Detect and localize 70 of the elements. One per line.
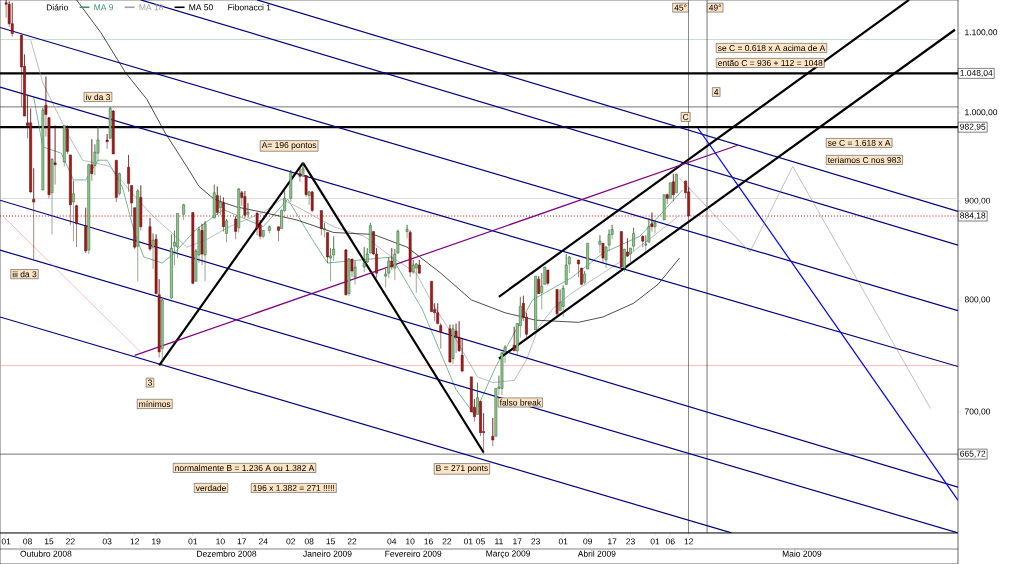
x2-tick-label: Abril 2009 (577, 550, 616, 557)
x-tick-label: 17 (608, 538, 617, 545)
annotation: 3 (147, 379, 152, 386)
x2-tick-label: Maio 2009 (782, 550, 822, 557)
x2-tick-label: Outubro 2008 (20, 550, 72, 557)
x-tick-label: 22 (442, 538, 452, 545)
annotation: mínimos (139, 400, 171, 408)
x-tick-label: 19 (152, 538, 161, 545)
y-tick-label: 1.000,00 (965, 109, 998, 117)
ref-line-label: 982,95 (960, 123, 986, 131)
ref-line-label: 884,18 (960, 212, 986, 220)
chart-title: Diário (46, 4, 68, 11)
x-tick-label: 15 (326, 538, 335, 545)
x-tick-label: 01 (650, 538, 660, 545)
legend-label: MA 50 (189, 4, 213, 11)
legend-label: MA 9 (94, 4, 114, 11)
x2-tick-label: Março 2009 (486, 550, 531, 559)
x-tick-label: 10 (406, 538, 415, 545)
x-tick-label: 12 (130, 538, 139, 545)
x-tick-label: 01 (463, 538, 473, 545)
x-tick-label: 16 (424, 538, 433, 545)
x-tick-label: 09 (583, 538, 592, 545)
annotation: verdade (195, 484, 226, 492)
annotation: 4 (714, 89, 719, 95)
x-tick-label: 08 (23, 538, 32, 545)
y-tick-label: 800,00 (964, 296, 991, 304)
x-tick-label: 12 (684, 538, 693, 545)
ref-line-label: 49° (708, 4, 722, 11)
annotation: Fibonacci 1 (228, 4, 271, 11)
ref-line-label: 45° (674, 4, 687, 11)
x-tick-label: 05 (476, 538, 485, 545)
x-tick-label: 06 (665, 538, 675, 545)
annotation: se C = 1.618 x A (827, 139, 891, 146)
x-tick-label: 24 (258, 538, 268, 545)
annotation: 196 x 1.382 = 271 !!!!! (253, 484, 335, 491)
legend-label: MA 18 (139, 4, 163, 11)
ref-line-label: 1.048,04 (960, 69, 993, 77)
x-tick-label: 01 (188, 538, 198, 545)
x-tick-label: 01 (1, 538, 11, 545)
y-tick-label: 900,00 (964, 197, 991, 205)
annotation: falso break (499, 399, 542, 406)
x-tick-label: 08 (304, 538, 314, 545)
y-tick-label: 1.100,00 (965, 29, 998, 37)
x-tick-label: 17 (513, 538, 522, 545)
x-tick-label: 15 (44, 538, 54, 545)
annotation: teriamos C nos 983 (827, 156, 901, 164)
annotation: A= 196 pontos (261, 142, 317, 150)
x-tick-label: 17 (237, 538, 247, 545)
x2-tick-label: Janeiro 2009 (303, 550, 352, 557)
x-tick-label: 04 (387, 538, 397, 545)
annotation: se C = 0.618 x A acima de A (717, 44, 826, 52)
x-tick-label: 03 (102, 538, 112, 545)
annotation: então C = 936 + 112 = 1048 (718, 59, 823, 66)
x-tick-label: 10 (216, 538, 225, 545)
annotation: C (682, 113, 689, 120)
x2-tick-label: Dezembro 2008 (197, 550, 257, 557)
x-tick-label: 11 (495, 538, 503, 545)
x-tick-label: 23 (626, 538, 635, 545)
annotation: iii da 3 (12, 271, 37, 278)
annotation: B = 271 ponts (436, 465, 488, 473)
x-tick-label: 22 (347, 538, 357, 545)
annotation: iv da 3 (86, 93, 111, 101)
x-tick-label: 22 (66, 538, 75, 545)
annotation: normalmente B = 1.236 A ou 1.382 A (175, 464, 315, 471)
y-tick-label: 700,00 (964, 408, 991, 416)
x-tick-label: 01 (558, 538, 568, 545)
ref-line-label: 665,72 (960, 450, 986, 458)
x-tick-label: 23 (531, 538, 540, 545)
x2-tick-label: Fevereiro 2009 (385, 550, 442, 557)
x-tick-label: 02 (286, 538, 296, 545)
